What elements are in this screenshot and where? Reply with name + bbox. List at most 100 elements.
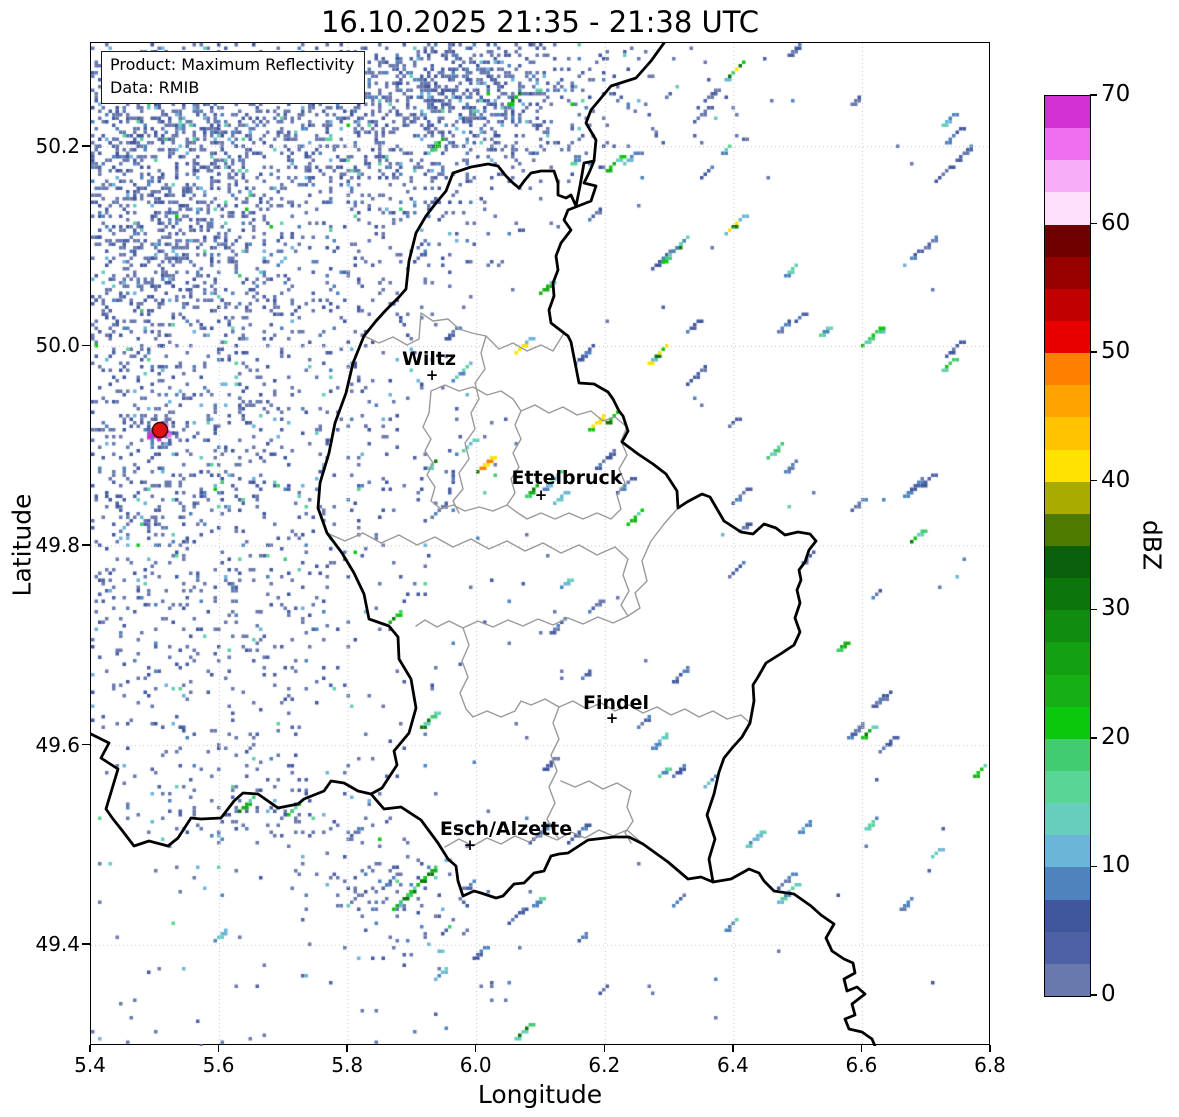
- y-tick-mark: [82, 145, 90, 147]
- product-annotation-box: Product: Maximum Reflectivity Data: RMIB: [101, 51, 366, 105]
- colorbar-tick-mark: [1090, 865, 1097, 868]
- colorbar-tick-mark: [1090, 222, 1097, 225]
- x-tick-label: 5.8: [331, 1053, 364, 1077]
- colorbar-band: [1045, 834, 1090, 868]
- district-border: [326, 532, 630, 617]
- colorbar: [1044, 95, 1091, 997]
- x-tick-mark: [989, 1045, 991, 1052]
- district-border: [560, 780, 634, 844]
- x-tick-mark: [732, 1045, 734, 1052]
- city-marker-esch-alzette: +: [464, 836, 477, 854]
- colorbar-band: [1045, 320, 1090, 354]
- x-tick-mark: [474, 1045, 477, 1052]
- city-marker-wiltz: +: [426, 366, 439, 384]
- colorbar-band: [1045, 513, 1090, 546]
- map-plot-area: Wiltz + Ettelbruck + Findel + Esch/Alzette + Pr…: [90, 42, 991, 1046]
- colorbar-band: [1045, 706, 1090, 739]
- colorbar-tick-mark: [1090, 737, 1097, 739]
- district-border: [444, 829, 644, 848]
- x-tick-mark: [217, 1045, 220, 1052]
- colorbar-tick-mark: [1090, 94, 1097, 96]
- colorbar-tick-label: 20: [1101, 723, 1131, 750]
- x-tick-label: 6.2: [588, 1053, 621, 1077]
- colorbar-band: [1045, 224, 1090, 257]
- colorbar-tick-label: 0: [1101, 981, 1116, 1007]
- x-tick-label: 5.4: [74, 1053, 106, 1077]
- x-tick-mark: [860, 1045, 863, 1052]
- colorbar-tick-mark: [1090, 608, 1097, 611]
- colorbar-band: [1045, 899, 1090, 932]
- city-label-wiltz: Wiltz: [402, 348, 456, 370]
- radar-site-marker: [151, 421, 169, 439]
- city-label-esch-alzette: Esch/Alzette: [440, 818, 572, 840]
- colorbar-band: [1045, 866, 1090, 900]
- colorbar-band: [1045, 641, 1090, 675]
- y-tick-mark: [82, 943, 90, 945]
- country-border: [91, 732, 373, 848]
- country-border: [584, 43, 666, 163]
- colorbar-tick-label: 40: [1101, 466, 1131, 493]
- colorbar-tick-mark: [1090, 994, 1097, 996]
- y-tick-mark: [82, 544, 90, 546]
- colorbar-band: [1045, 449, 1090, 482]
- y-tick-label: 49.6: [35, 732, 80, 757]
- colorbar-tick-label: 60: [1101, 209, 1131, 236]
- city-marker-findel: +: [606, 709, 619, 727]
- y-tick-mark: [82, 743, 90, 746]
- district-border: [546, 706, 560, 840]
- x-tick-mark: [89, 1045, 91, 1052]
- plot-title: 16.10.2025 21:35 - 21:38 UTC: [320, 5, 760, 39]
- x-tick-label: 6.0: [459, 1053, 492, 1077]
- colorbar-band: [1045, 256, 1090, 289]
- colorbar-band: [1045, 95, 1090, 129]
- colorbar-tick-label: 50: [1101, 338, 1131, 365]
- colorbar-band: [1045, 963, 1090, 996]
- country-border: [316, 159, 818, 900]
- colorbar-label: dBZ: [1137, 519, 1167, 571]
- city-marker-ettelbruck: +: [535, 486, 548, 504]
- colorbar-band: [1045, 416, 1090, 450]
- y-tick-mark: [82, 344, 90, 347]
- y-tick-label: 50.2: [35, 133, 80, 158]
- colorbar-band: [1045, 738, 1090, 771]
- y-tick-label: 49.8: [35, 532, 80, 557]
- city-label-findel: Findel: [583, 692, 649, 714]
- colorbar-band: [1045, 931, 1090, 964]
- district-border: [459, 627, 751, 724]
- x-tick-label: 6.6: [845, 1053, 878, 1077]
- colorbar-band: [1045, 384, 1090, 418]
- district-border: [363, 312, 565, 352]
- colorbar-band: [1045, 577, 1090, 611]
- colorbar-band: [1045, 352, 1090, 386]
- x-tick-label: 6.8: [974, 1053, 1006, 1077]
- colorbar-tick-mark: [1090, 351, 1097, 353]
- x-tick-mark: [346, 1045, 348, 1052]
- colorbar-band: [1045, 159, 1090, 193]
- colorbar-band: [1045, 545, 1090, 579]
- colorbar-band: [1045, 191, 1090, 225]
- x-tick-label: 6.4: [716, 1053, 749, 1077]
- country-border: [711, 867, 877, 1046]
- colorbar-tick-label: 10: [1101, 852, 1131, 879]
- colorbar-band: [1045, 802, 1090, 836]
- colorbar-band: [1045, 127, 1090, 161]
- y-tick-label: 50.0: [35, 333, 80, 358]
- district-border: [627, 507, 679, 617]
- map-overlay-layer: Wiltz+Ettelbruck+Findel+Esch/Alzette+: [91, 43, 991, 1046]
- colorbar-band: [1045, 609, 1090, 643]
- district-border: [422, 384, 522, 512]
- colorbar-tick-mark: [1090, 479, 1097, 482]
- colorbar-band: [1045, 288, 1090, 321]
- colorbar-band: [1045, 770, 1090, 804]
- y-tick-label: 49.4: [35, 932, 80, 957]
- city-label-ettelbruck: Ettelbruck: [512, 467, 623, 489]
- district-border: [506, 404, 628, 520]
- annotation-data-line: Data: RMIB: [110, 77, 200, 97]
- colorbar-band: [1045, 674, 1090, 707]
- district-border: [452, 335, 487, 514]
- x-axis-label: Longitude: [477, 1080, 603, 1109]
- colorbar-tick-label: 70: [1101, 81, 1131, 107]
- colorbar-tick-label: 30: [1101, 595, 1131, 622]
- colorbar-band: [1045, 481, 1090, 514]
